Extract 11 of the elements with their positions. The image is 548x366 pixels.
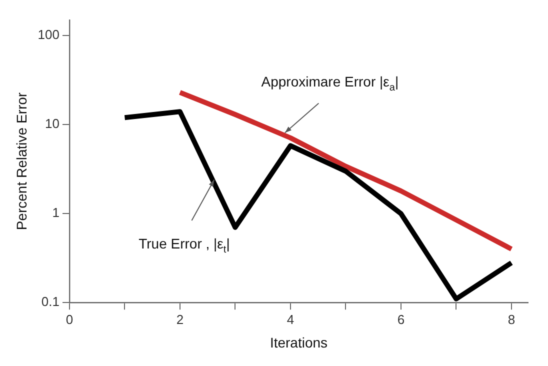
x-tick-label: 8 [508, 312, 516, 327]
x-tick-label: 6 [397, 312, 405, 327]
y-tick-label: 100 [38, 27, 60, 42]
y-axis-title: Percent Relative Error [13, 92, 30, 230]
x-axis-title: Iterations [270, 334, 328, 350]
y-tick-label: 10 [45, 116, 60, 132]
y-tick-label: 0.1 [41, 294, 60, 310]
y-tick-label: 1 [52, 205, 60, 220]
x-tick-label: 4 [286, 312, 294, 327]
x-tick-label: 2 [176, 312, 184, 327]
x-tick-label: 0 [66, 312, 74, 327]
